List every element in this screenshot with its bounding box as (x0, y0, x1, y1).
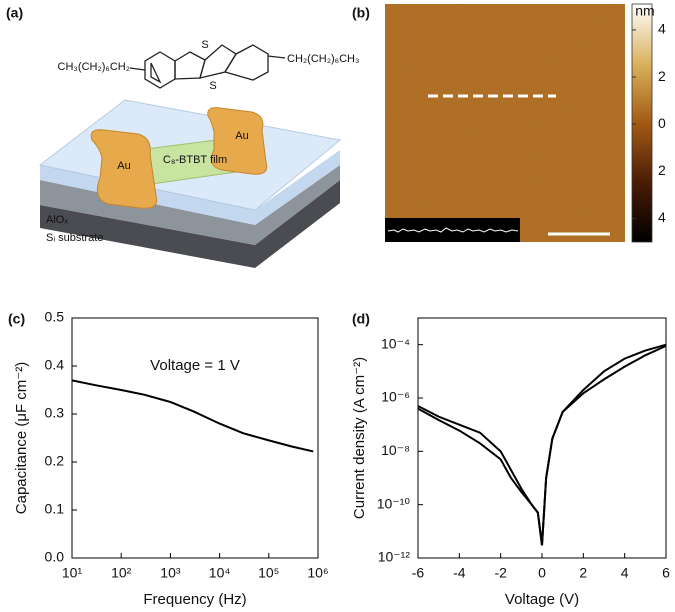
panel-a: (a) S S CH₃(CH₂)₆CH₂ CH₂(CH₂)₆CH₃ Au Au … (6, 5, 359, 268)
x-tick-label: -2 (494, 565, 507, 581)
colorbar-tick-label: 4 (658, 21, 666, 37)
annotation: Voltage = 1 V (150, 357, 240, 374)
y-tick-label: 0.4 (45, 357, 65, 373)
electrode-label: Au (235, 130, 248, 142)
y-tick-label: 0.0 (45, 549, 65, 565)
plot-frame (417, 317, 667, 559)
sulfur-label: S (209, 80, 216, 92)
sulfur-label: S (201, 39, 208, 51)
x-tick-label: 10¹ (62, 565, 83, 581)
profile-trace (387, 227, 519, 233)
colorbar (631, 3, 653, 243)
afm-image (385, 4, 625, 242)
alkyl-chain: CH₃(CH₂)₆CH₂ (58, 61, 130, 73)
x-tick-label: 10⁶ (307, 565, 328, 581)
colorbar-tick-label: 2 (658, 162, 666, 178)
charts: (c) 10¹ 10² 10³ 10⁴ 10⁵ 10⁶ 0.0 0.1 0.2 0.3 0.4 0.5 F… (8, 309, 670, 608)
x-tick-label: -4 (453, 565, 466, 581)
y-tick-label: 0.1 (45, 501, 65, 517)
data-line (417, 344, 667, 546)
chart: (c) 10¹ 10² 10³ 10⁴ 10⁵ 10⁶ 0.0 0.1 0.2 0.3 0.4 0.5 F… (8, 309, 329, 608)
x-tick-label: 10⁴ (209, 565, 231, 581)
molecule (129, 44, 286, 89)
x-tick-label: 0 (538, 565, 546, 581)
panel-label: (d) (352, 311, 370, 327)
y-axis-label: Current density (A cm⁻²) (351, 357, 368, 519)
panel-b: (b) nm 4 2 0 2 4 (352, 3, 666, 243)
y-tick-label: 0.3 (45, 405, 65, 421)
y-tick-label: 10⁻⁴ (381, 335, 410, 351)
layer-label: AlOₓ (46, 214, 68, 226)
colorbar-tick-label: 0 (658, 115, 666, 131)
y-tick-label: 0.2 (45, 453, 65, 469)
x-tick-label: 6 (662, 565, 670, 581)
panel-label: (b) (352, 5, 370, 21)
x-tick-label: 2 (579, 565, 587, 581)
chart: (d) -6 -4 -2 0 2 4 6 10⁻¹² 10⁻¹⁰ 10⁻⁸ 10⁻⁶ 10⁻⁴ Volta… (351, 311, 670, 608)
colorbar-tick-label: 2 (658, 68, 666, 84)
x-tick-label: 10² (111, 565, 132, 581)
y-tick-label: 10⁻⁸ (381, 442, 410, 458)
y-axis-label: Capacitance (μF cm⁻²) (13, 362, 30, 514)
electrode-label: Au (117, 160, 130, 172)
colorbar-ticks: 4 2 0 2 4 (632, 21, 666, 225)
panel-label: (a) (6, 5, 23, 21)
data-line (417, 343, 667, 546)
y-tick-label: 10⁻¹⁰ (377, 495, 411, 511)
colorbar-unit: nm (635, 3, 654, 19)
colorbar-tick-label: 4 (658, 209, 666, 225)
device (38, 99, 342, 268)
y-tick-label: 0.5 (45, 309, 65, 325)
x-tick-label: 10⁵ (258, 565, 279, 581)
panel-label: (c) (8, 311, 25, 327)
x-axis-label: Frequency (Hz) (143, 591, 246, 608)
x-tick-label: -6 (412, 565, 425, 581)
x-tick-label: 10³ (160, 565, 181, 581)
profile-inset (385, 218, 520, 242)
y-tick-label: 10⁻¹² (378, 549, 411, 565)
alkyl-chain: CH₂(CH₂)₆CH₃ (287, 53, 359, 65)
plot-frame (71, 317, 319, 559)
layer-label: Sᵢ substrate (46, 232, 103, 244)
x-tick-label: 4 (621, 565, 629, 581)
film-label: C₈-BTBT film (163, 154, 227, 166)
x-axis-label: Voltage (V) (505, 591, 579, 608)
y-tick-label: 10⁻⁶ (381, 389, 410, 405)
data-line (71, 379, 314, 453)
